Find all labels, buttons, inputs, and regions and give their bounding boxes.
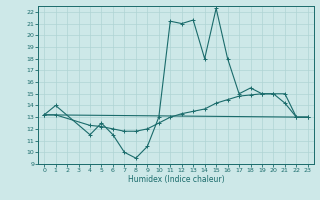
X-axis label: Humidex (Indice chaleur): Humidex (Indice chaleur)	[128, 175, 224, 184]
